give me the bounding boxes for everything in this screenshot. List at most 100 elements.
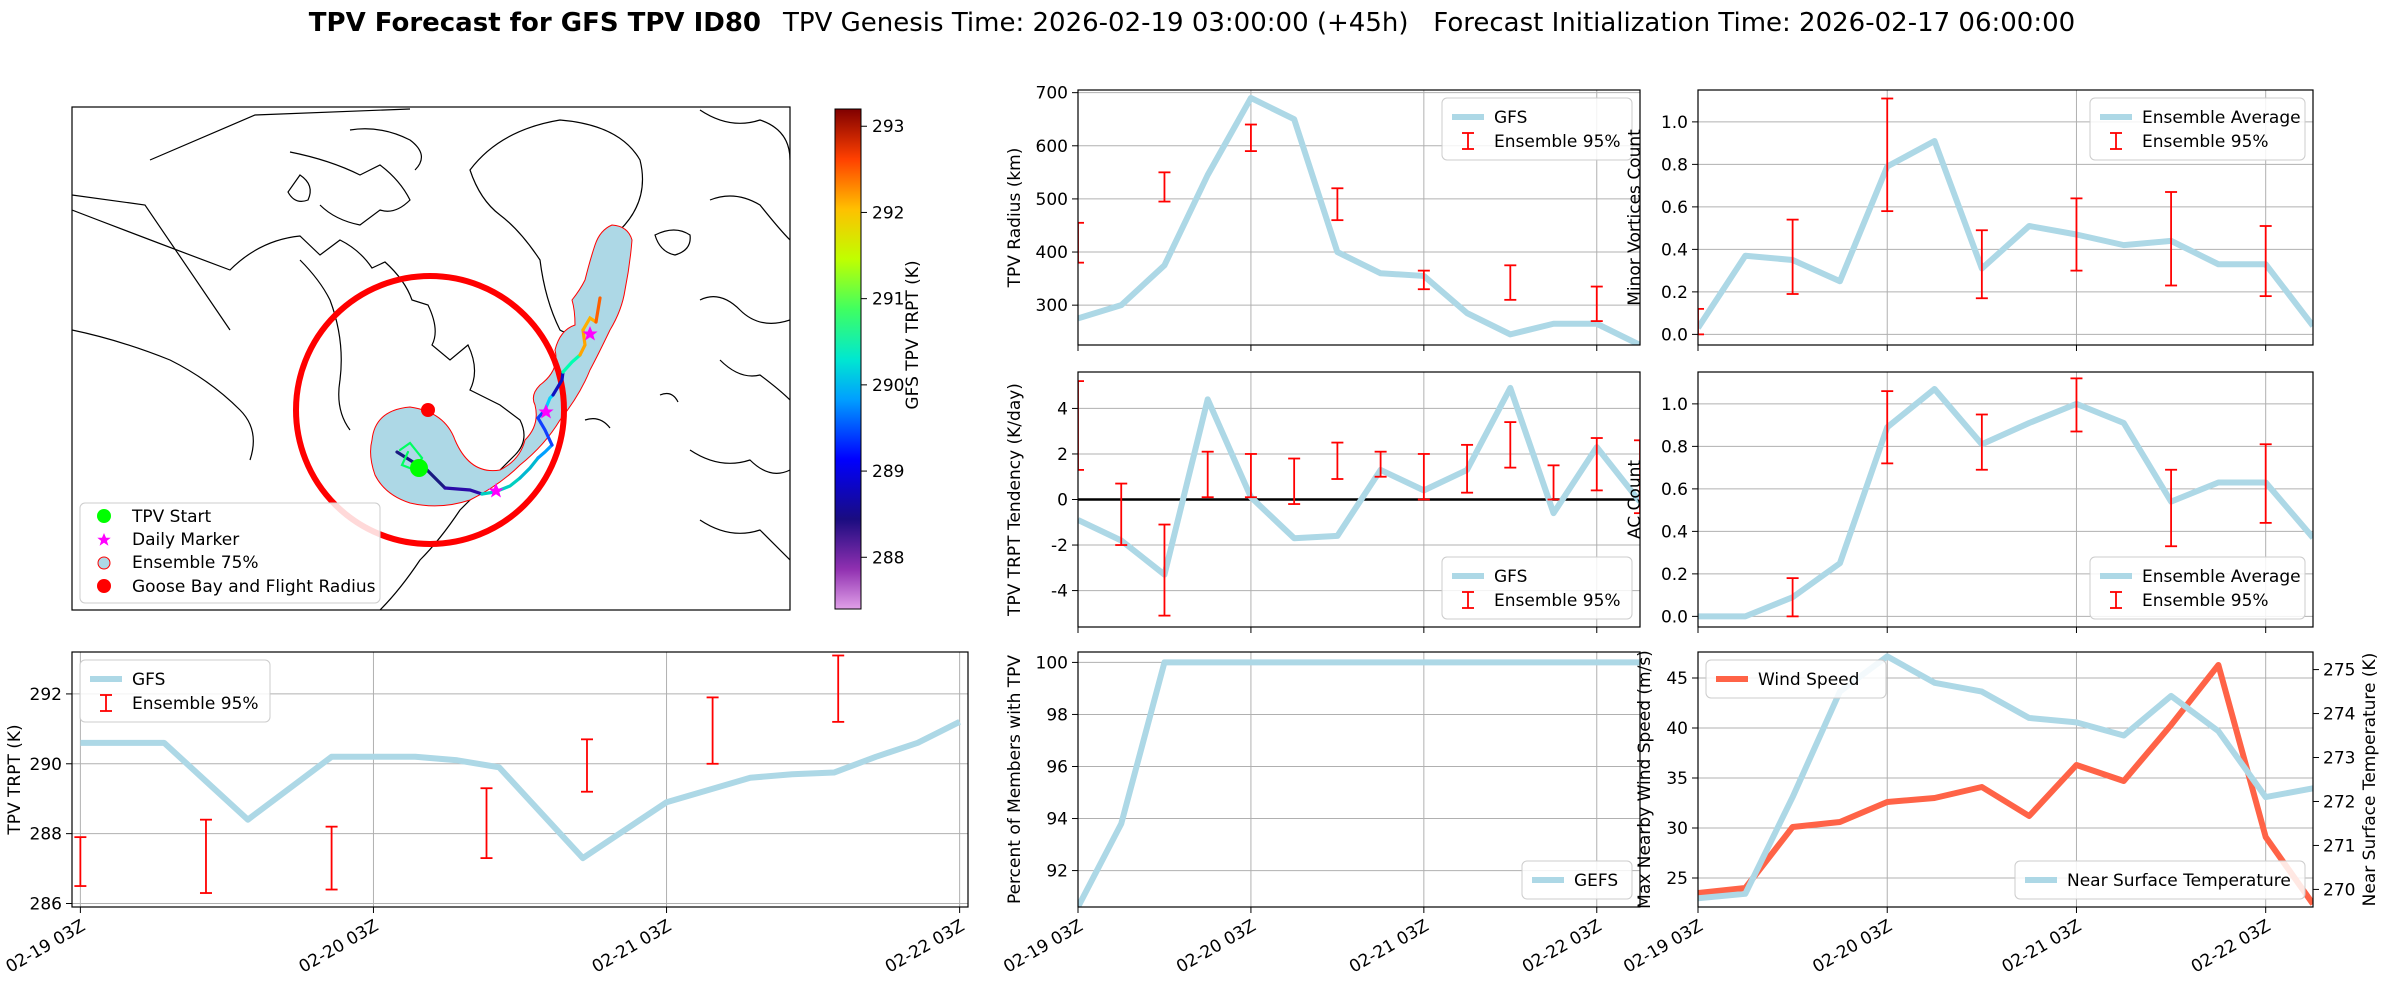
trpt-ytick-label: 292 xyxy=(30,685,62,705)
minor-ylabel: Minor Vortices Count xyxy=(1625,129,1645,306)
minor-errorbar xyxy=(2259,225,2272,298)
radius-legend-box xyxy=(1441,97,1633,161)
minor-legend-box xyxy=(2089,97,2306,161)
radius-ytick-label: 600 xyxy=(1036,137,1068,157)
title-bold: TPV Forecast for GFS TPV ID80 xyxy=(309,8,761,38)
legend-goose-bay-icon xyxy=(97,579,111,593)
tend-legend-box xyxy=(1441,556,1633,620)
tend-ylabel: TPV TRPT Tendency (K/day) xyxy=(1005,383,1025,617)
pct-series-0 xyxy=(1078,659,1640,907)
wind-ytick2-label: 271 xyxy=(2323,836,2355,856)
radius-ytick-label: 700 xyxy=(1036,84,1068,104)
legend-ensemble-icon xyxy=(97,556,111,570)
trpt-ylabel: TPV TRPT (K) xyxy=(5,724,25,835)
pct-legend-box xyxy=(1521,860,1633,900)
wind-xtick-label: 02-21 03Z xyxy=(1999,916,2085,977)
ac-ytick-label: 0.8 xyxy=(1661,437,1688,457)
ac-frame xyxy=(1697,371,2314,628)
wind-ytick2-label: 270 xyxy=(2323,880,2355,900)
tend-errorbar xyxy=(1158,523,1171,617)
trpt-series-0 xyxy=(80,719,961,862)
pct-legend-label: GEFS xyxy=(1574,871,1618,891)
pct-legend: GEFS xyxy=(1521,860,1633,900)
title-rest: TPV Genesis Time: 2026-02-19 03:00:00 (+… xyxy=(782,8,2075,38)
minor-errorbar xyxy=(1975,229,1988,300)
minor-ytick-label: 0.8 xyxy=(1661,155,1688,175)
wind-ytick-label: 40 xyxy=(1666,719,1688,739)
pct-xtick-label: 02-21 03Z xyxy=(1346,916,1432,977)
wind-ytick2-label: 273 xyxy=(2323,749,2355,769)
colorbar-tick-label: 292 xyxy=(872,203,904,223)
trpt-frame xyxy=(71,651,969,908)
trpt-chart: 286 288 290 292 02-19 03Z 02-20 03Z 02-21 03Z 0… xyxy=(3,651,969,977)
pct-frame xyxy=(1077,651,1641,908)
tend-errorbar xyxy=(1504,421,1517,469)
trpt-errorbar xyxy=(74,836,87,887)
radius-legend-label: Ensemble 95% xyxy=(1494,132,1621,152)
wind-legend-label: Wind Speed xyxy=(1758,670,1859,690)
trpt-ytick-label: 290 xyxy=(30,755,62,775)
daily-markers xyxy=(488,326,598,498)
radius-legend: GFS Ensemble 95% xyxy=(1441,97,1633,161)
wind-ytick-label: 35 xyxy=(1666,769,1688,789)
minor-errorbar xyxy=(2165,191,2178,287)
pct-ytick-label: 100 xyxy=(1036,653,1068,673)
tend-ytick-label: 2 xyxy=(1057,445,1068,465)
radius-ytick-label: 300 xyxy=(1036,296,1068,316)
wind-xtick-label: 02-20 03Z xyxy=(1809,916,1895,977)
trpt-xtick-label: 02-19 03Z xyxy=(3,916,89,977)
daily-marker xyxy=(538,404,554,419)
tend-series-0 xyxy=(1078,384,1640,578)
ac-errorbar xyxy=(2165,468,2178,548)
wind-ylabel2: Near Surface Temperature (K) xyxy=(2360,653,2380,907)
ac-series-0 xyxy=(1698,386,2313,620)
ac-ytick-label: 0.6 xyxy=(1661,480,1688,500)
ac-errorbar xyxy=(2070,377,2083,433)
ac-ytick-label: 1.0 xyxy=(1661,395,1688,415)
map-panel: TPV Start Daily Marker Ensemble 75% Goos… xyxy=(71,106,791,611)
wind-legend-box xyxy=(1705,659,1887,699)
trpt-legend: GFS Ensemble 95% xyxy=(79,659,271,723)
radius-errorbar xyxy=(1331,187,1344,222)
colorbar-ticks: 293 292 291 290 289 288 xyxy=(861,117,904,568)
wind-legend2: Near Surface Temperature xyxy=(2014,860,2306,900)
wind-legend2-box xyxy=(2014,860,2306,900)
tend-errorbar xyxy=(1590,437,1603,492)
radius-ylabel: TPV Radius (km) xyxy=(1005,148,1025,289)
radius-grid xyxy=(1077,90,1640,345)
colorbar-tick-label: 293 xyxy=(872,117,904,137)
trpt-errorbar xyxy=(480,787,493,859)
ac-ytick-label: 0.4 xyxy=(1661,522,1688,542)
tend-legend-label: Ensemble 95% xyxy=(1494,591,1621,611)
wind-ylabel: Max Nearby Wind Speed (m/s) xyxy=(1635,650,1655,909)
flight-radius-circle xyxy=(293,273,567,547)
radius-ytick-label: 400 xyxy=(1036,243,1068,263)
ac-errorbar xyxy=(1786,577,1799,618)
wind-ytick2-label: 272 xyxy=(2323,792,2355,812)
tend-errorbar xyxy=(1634,439,1640,515)
ac-legend-label: Ensemble Average xyxy=(2142,567,2301,587)
trpt-errorbar xyxy=(199,818,212,894)
wind-legend2-label: Near Surface Temperature xyxy=(2067,871,2291,891)
ac-chart: 0.0 0.2 0.4 0.6 0.8 1.0 AC Count Ensemble Avera… xyxy=(1625,371,2314,633)
tend-ytick-label: -4 xyxy=(1051,582,1068,602)
legend-goose-bay: Goose Bay and Flight Radius xyxy=(132,577,376,597)
tend-errorbar xyxy=(1374,450,1387,478)
tpv-start-marker xyxy=(410,459,428,477)
minor-series-0 xyxy=(1698,138,2313,330)
pct-ytick-label: 94 xyxy=(1046,810,1068,830)
tend-errorbar xyxy=(1547,464,1560,501)
colorbar: 293 292 291 290 289 288 GFS TPV TRPT (K) xyxy=(834,108,923,610)
tend-legend: GFS Ensemble 95% xyxy=(1441,556,1633,620)
trpt-legend-label: GFS xyxy=(132,670,165,690)
pct-xtick-label: 02-22 03Z xyxy=(1519,916,1605,977)
radius-errorbar xyxy=(1078,221,1084,264)
pct-xtick-label: 02-19 03Z xyxy=(1000,916,1086,977)
minor-errorbar xyxy=(1698,307,1704,336)
colorbar-gradient xyxy=(834,108,862,610)
tend-errorbar xyxy=(1331,441,1344,480)
ac-legend-box xyxy=(2089,556,2306,620)
colorbar-tick-label: 288 xyxy=(872,548,904,568)
wind-ytick-label: 25 xyxy=(1666,869,1688,889)
